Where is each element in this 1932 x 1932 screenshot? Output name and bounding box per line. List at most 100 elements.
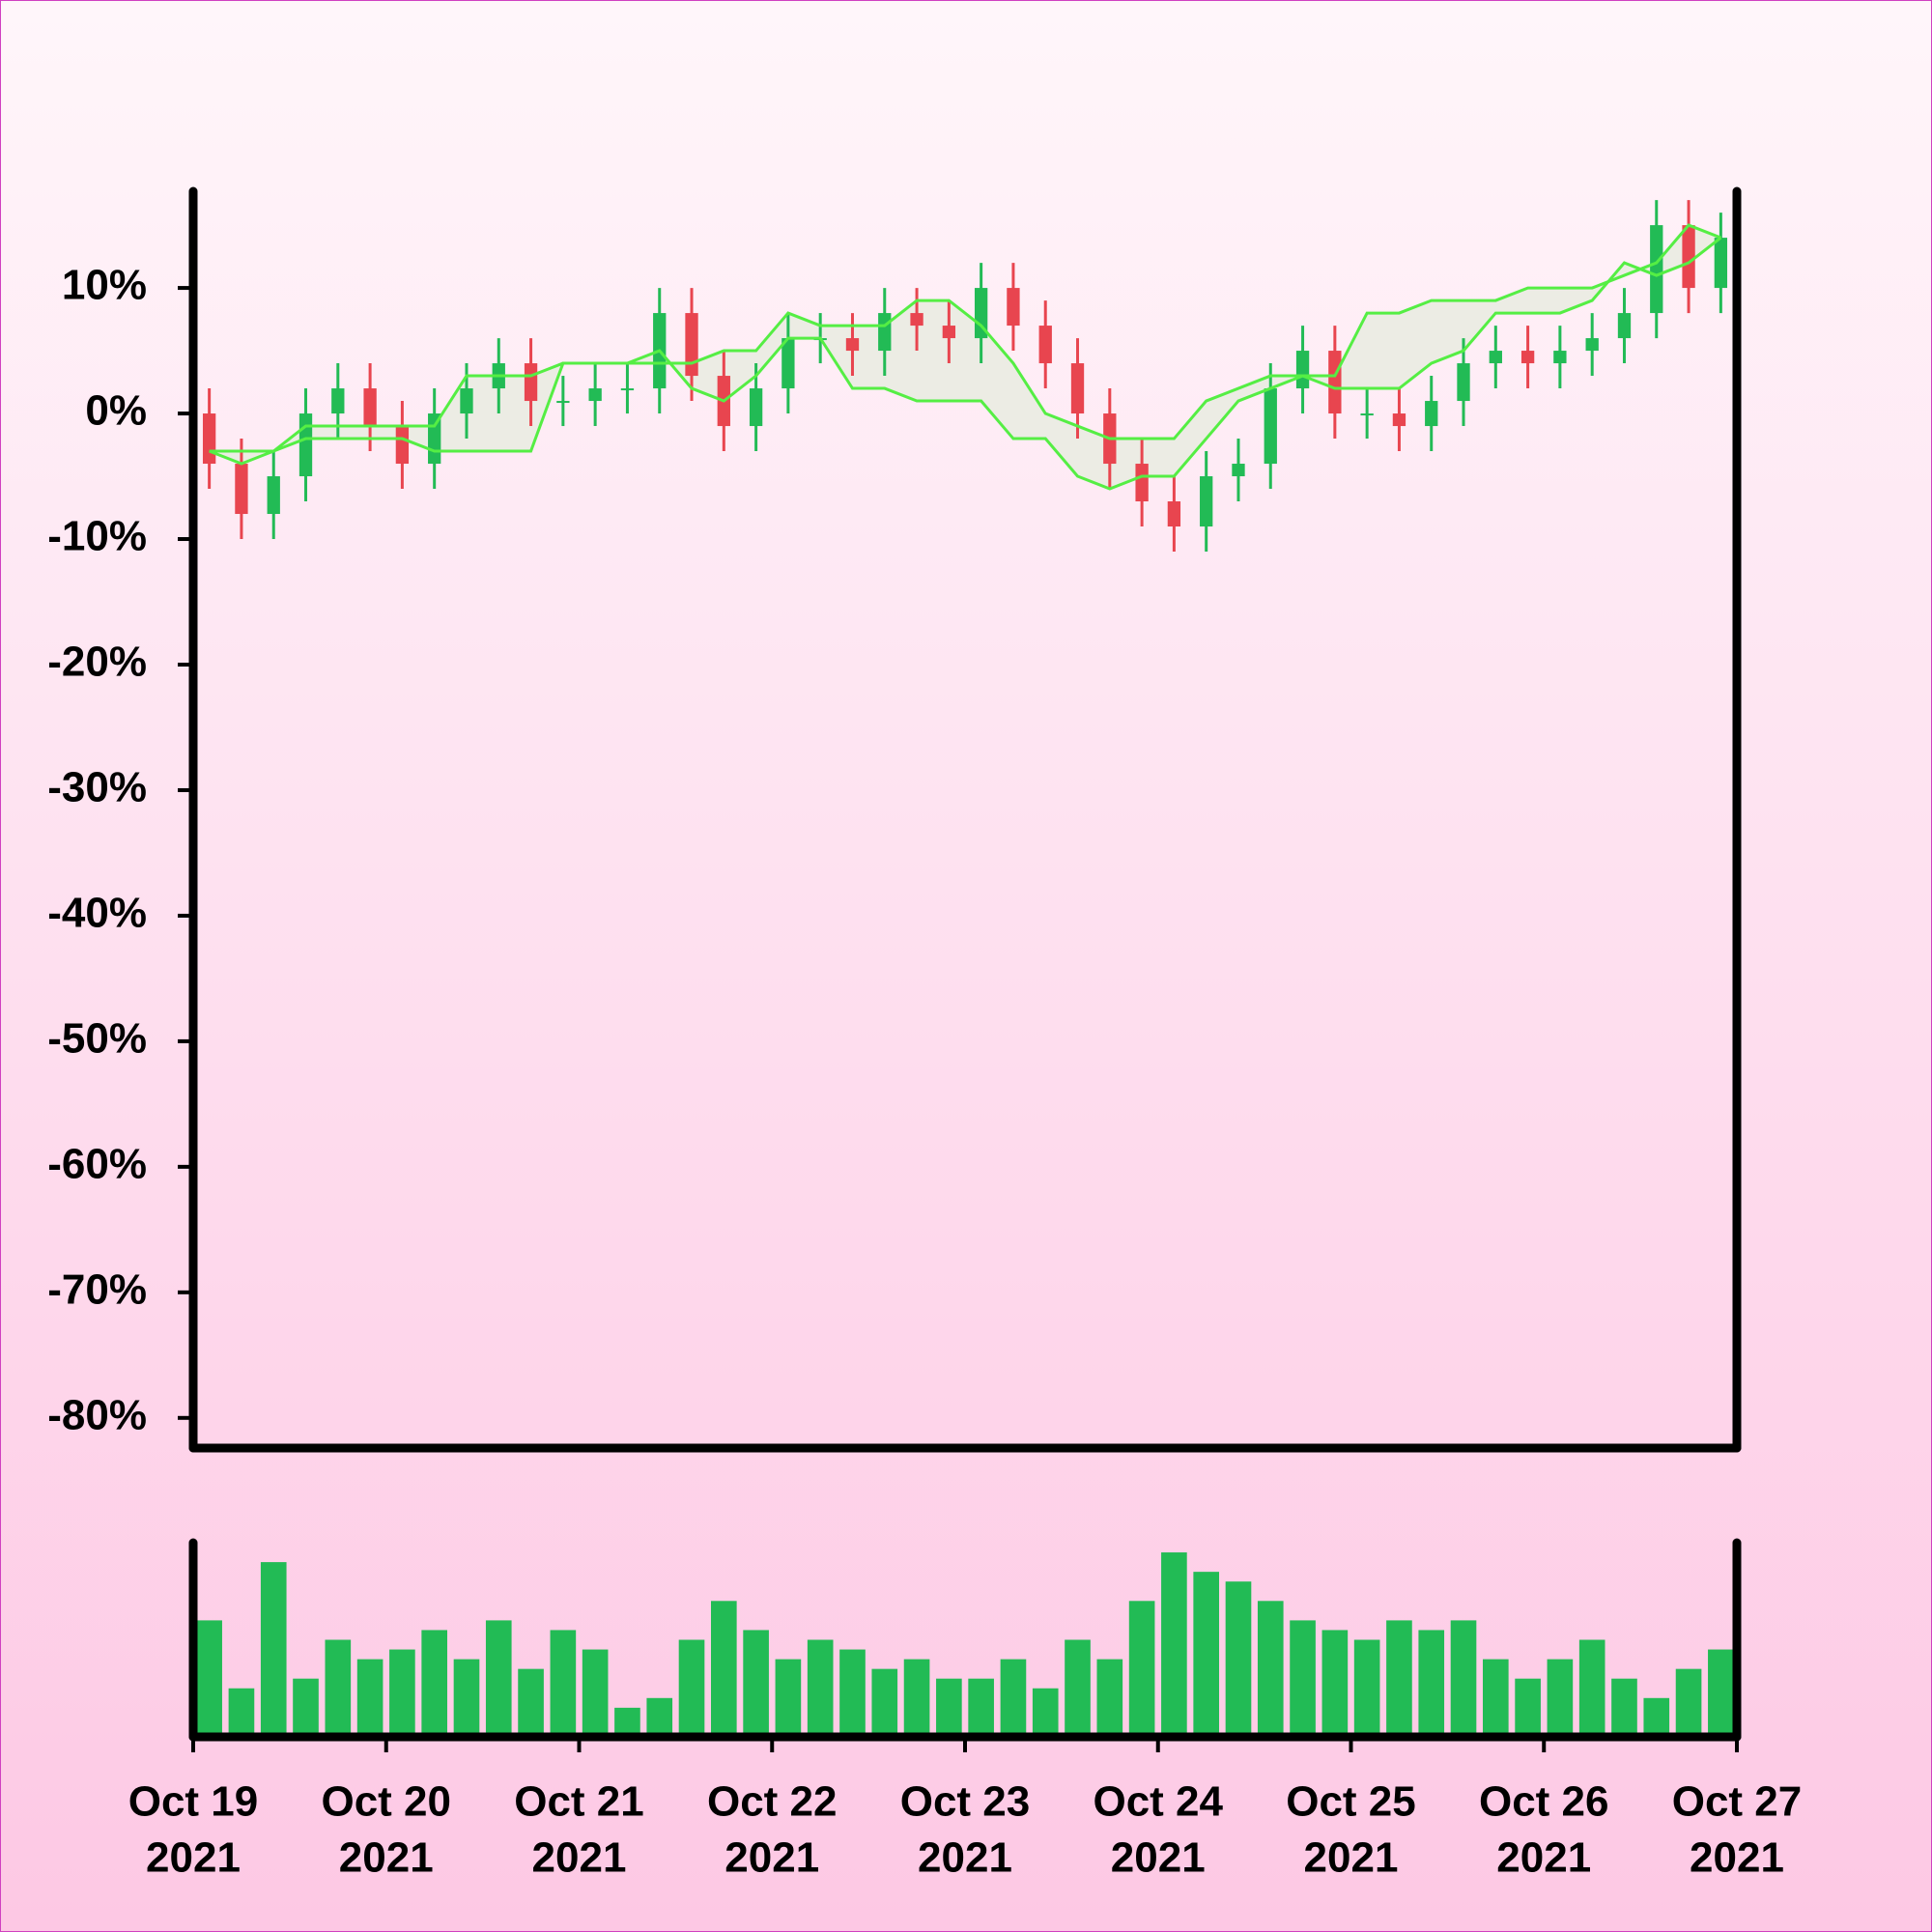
candle-body: [1392, 413, 1406, 427]
candle-body: [1295, 351, 1310, 389]
volume-bar: [1321, 1630, 1349, 1737]
x-tick-label: 2021: [1111, 1834, 1206, 1882]
candle-body: [1425, 401, 1438, 427]
volume-bar: [1096, 1659, 1123, 1737]
volume-bar: [968, 1678, 994, 1737]
candle-body: [1200, 476, 1213, 527]
x-tick-label: Oct 25: [1286, 1778, 1416, 1826]
candle-body: [1682, 225, 1695, 289]
y-tick-label: -30%: [47, 764, 147, 811]
volume-bar: [582, 1649, 609, 1737]
x-tick-label: Oct 24: [1093, 1778, 1223, 1826]
volume-bar: [325, 1639, 352, 1737]
volume-bar: [710, 1601, 737, 1737]
volume-bar: [228, 1688, 255, 1737]
volume-bar: [1450, 1620, 1477, 1737]
volume-bar: [1128, 1601, 1155, 1737]
volume-bar: [260, 1562, 287, 1737]
candle-body: [878, 313, 892, 352]
y-tick-label: -50%: [47, 1015, 147, 1063]
candle-body: [298, 413, 313, 477]
volume-bar: [518, 1668, 544, 1737]
volume-bar: [1290, 1620, 1316, 1737]
candle-body: [524, 363, 538, 402]
volume-bar: [807, 1639, 834, 1737]
volume-bar: [1000, 1659, 1027, 1737]
candle-body: [749, 388, 763, 427]
y-tick-label: -20%: [47, 639, 147, 686]
volume-bar: [1418, 1630, 1445, 1737]
candle-body: [1135, 464, 1149, 502]
volume-bar: [1675, 1668, 1702, 1737]
y-tick-label: -70%: [47, 1265, 147, 1313]
x-tick-label: Oct 26: [1479, 1778, 1609, 1826]
x-tick-label: 2021: [146, 1834, 241, 1882]
candle-body: [588, 388, 602, 402]
y-tick-label: -40%: [47, 890, 147, 937]
band-line: [209, 223, 1721, 453]
candle-body: [395, 426, 410, 465]
volume-bar: [1482, 1659, 1509, 1737]
candle-body: [1553, 351, 1567, 364]
volume-bar: [550, 1630, 577, 1737]
volume-bar: [421, 1630, 448, 1737]
band-fill: [209, 225, 1721, 490]
candle-body: [685, 313, 698, 377]
candle-body: [1070, 363, 1085, 414]
y-tick-label: 10%: [62, 262, 147, 309]
candle-body: [1489, 351, 1502, 364]
candle-body: [363, 388, 377, 427]
volume-bar: [1257, 1601, 1284, 1737]
x-tick-label: 2021: [532, 1834, 627, 1882]
candle-body: [1520, 351, 1535, 364]
candle-body: [1038, 326, 1052, 364]
x-tick-label: Oct 27: [1672, 1778, 1803, 1826]
x-tick-label: Oct 20: [321, 1778, 451, 1826]
volume-bar: [839, 1649, 866, 1737]
volume-bar: [1386, 1620, 1412, 1737]
candle-body: [460, 388, 473, 414]
volume-bar: [1065, 1639, 1091, 1737]
volume-bar: [196, 1620, 222, 1737]
volume-bar: [293, 1678, 319, 1737]
x-tick-label: Oct 21: [514, 1778, 644, 1826]
volume-bar: [903, 1659, 930, 1737]
candle-body: [1007, 288, 1020, 327]
candle-body: [620, 388, 635, 391]
volume-bar: [775, 1659, 802, 1737]
candle-body: [1167, 501, 1181, 527]
candle-body: [556, 401, 570, 404]
volume-bar: [1225, 1581, 1252, 1737]
candle-body: [235, 464, 248, 515]
x-tick-label: 2021: [1690, 1834, 1784, 1882]
volume-bar: [356, 1659, 384, 1737]
x-tick-label: 2021: [1496, 1834, 1591, 1882]
candle-body: [267, 476, 280, 515]
candle-body: [942, 326, 956, 339]
volume-bar: [485, 1620, 512, 1737]
candle-body: [1232, 464, 1245, 477]
volume-bar: [743, 1630, 769, 1737]
candle-body: [1264, 388, 1277, 465]
candle-body: [1650, 225, 1663, 314]
candle-body: [331, 388, 345, 414]
x-tick-label: 2021: [1304, 1834, 1399, 1882]
volume-bar: [1708, 1649, 1734, 1737]
volume-bar: [1193, 1572, 1220, 1737]
candle-body: [1585, 338, 1599, 352]
y-tick-label: -80%: [47, 1391, 147, 1438]
y-tick-label: -60%: [47, 1140, 147, 1187]
volume-bar: [646, 1697, 673, 1737]
volume-bar: [1353, 1639, 1380, 1737]
candle-body: [1714, 238, 1728, 289]
candle-body: [974, 288, 988, 339]
volume-bar: [1547, 1659, 1574, 1737]
band-line: [209, 236, 1722, 491]
x-tick-label: Oct 22: [707, 1778, 838, 1826]
candle-body: [1360, 413, 1374, 416]
volume-bar: [389, 1649, 415, 1737]
candle-body: [781, 338, 795, 389]
x-tick-label: 2021: [339, 1834, 434, 1882]
